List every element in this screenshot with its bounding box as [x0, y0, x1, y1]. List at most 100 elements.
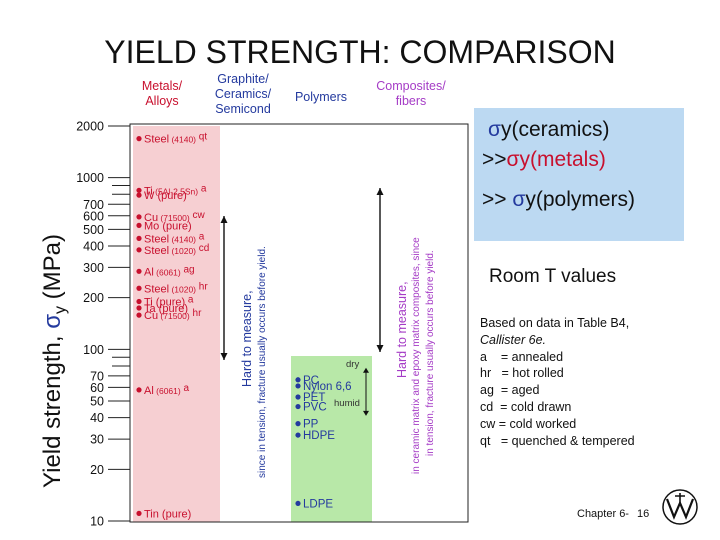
polymer-point [295, 403, 301, 410]
metals-band [133, 126, 220, 522]
y-tick-label: 10 [90, 515, 104, 529]
note-line: ag = aged [480, 383, 540, 398]
y-tick-label: 20 [90, 463, 104, 477]
page-title: YIELD STRENGTH: COMPARISON [104, 34, 616, 70]
composites-note-detail-1: in ceramic matrix and epoxy matrix compo… [411, 237, 422, 474]
polymer-point-label: HDPE [303, 430, 335, 442]
composites-note-detail-2: in tension, fracture usually occurs befo… [425, 250, 436, 456]
university-logo-icon [662, 489, 698, 525]
y-tick-label: 300 [83, 261, 104, 275]
metal-point [136, 510, 142, 516]
ceramics-arrow-head-up [220, 216, 228, 223]
metal-point [136, 305, 142, 311]
category-header: Composites/ [376, 79, 446, 93]
metal-point-label: Ti (5Al-2.5Sn) a [144, 183, 207, 197]
y-tick-label: 200 [83, 291, 104, 305]
polymer-point-label: PVC [303, 402, 327, 414]
polymer-point [295, 383, 301, 389]
ceramics-note-title: Hard to measure, [240, 290, 254, 387]
ceramics-note-detail: since in tension, fracture usually occur… [257, 246, 268, 478]
note-line: Callister 6e. [480, 332, 546, 347]
y-tick-label: 60 [90, 381, 104, 395]
metal-point-label: Mo (pure) [144, 220, 192, 232]
range-arrow-up [363, 367, 369, 373]
metal-point-label: W (pure) [144, 190, 187, 202]
metal-point-label: Ti (pure) a [144, 295, 194, 309]
y-tick-label: 70 [90, 369, 104, 383]
metal-point [136, 214, 142, 220]
category-header: Alloys [145, 94, 178, 108]
metal-point [136, 136, 142, 142]
polymer-point-label: PET [303, 392, 325, 404]
metal-point [136, 387, 142, 393]
polymer-point [295, 500, 301, 507]
metal-point [136, 285, 142, 291]
y-tick-label: 700 [83, 198, 104, 212]
polymer-point-label: PC [303, 375, 319, 387]
y-tick-label: 400 [83, 239, 104, 253]
polymer-point [295, 394, 301, 400]
polymer-point [295, 421, 301, 427]
category-header: Polymers [295, 90, 347, 104]
y-tick-label: 600 [83, 209, 104, 223]
category-header: Graphite/ [217, 72, 269, 86]
polymer-point [295, 377, 301, 383]
metal-point-label: Tin (pure) [144, 508, 191, 520]
ceramics-arrow-head-down [220, 353, 228, 360]
polymer-point [295, 432, 301, 438]
composites-note-title: Hard to measure, [395, 281, 409, 378]
note-line: hr = hot rolled [480, 366, 564, 381]
metal-point-label: Al (6061) ag [144, 264, 195, 278]
y-tick-label: 100 [83, 343, 104, 357]
sigma-line-metals: >>σy(metals) [482, 148, 606, 171]
metal-point [136, 187, 142, 193]
chapter-footer: Chapter 6- 16 [577, 508, 650, 520]
metal-point-label: Steel (4140) a [144, 231, 205, 245]
metal-point-label: Steel (1020) hr [144, 281, 208, 295]
abbreviation-notes: Based on data in Table B4, Callister 6e.… [480, 315, 635, 449]
metal-point [136, 298, 142, 305]
y-tick-label: 30 [90, 433, 104, 447]
category-header: Metals/ [142, 79, 183, 93]
plot-frame [129, 123, 469, 523]
composites-arrow-head-down [376, 345, 384, 352]
sigma-line-polymers: >> σy(polymers) [482, 188, 636, 211]
note-line: Based on data in Table B4, [480, 316, 630, 330]
humid-label: humid [334, 398, 360, 409]
dry-label: dry [346, 359, 359, 370]
room-temperature-label: Room T values [489, 266, 617, 287]
sigma-line-ceramics: σy(ceramics) [488, 118, 610, 141]
y-tick-label: 2000 [76, 120, 104, 134]
composites-arrow-head-up [376, 188, 384, 195]
category-header: Semicond [215, 102, 271, 116]
sigma-comparison-box: σy(ceramics) >>σy(metals) >> σy(polymers… [474, 108, 684, 241]
y-tick-label: 500 [83, 223, 104, 237]
metal-point-label: Cu (71500) hr [144, 308, 202, 322]
metal-point-label: Cu (71500) cw [144, 210, 206, 224]
metal-point [136, 235, 142, 241]
metal-point [136, 268, 142, 274]
polymer-point-label: Nylon 6,6 [303, 381, 352, 393]
note-line: a = annealed [480, 349, 564, 364]
y-tick-label: 1000 [76, 171, 104, 185]
metal-point-label: Steel (4140) qt [144, 132, 207, 146]
metal-point [136, 312, 142, 318]
polymers-band [291, 356, 372, 522]
polymer-point-label: LDPE [303, 498, 333, 510]
metal-point-label: Al (6061) a [144, 383, 189, 397]
metal-point [136, 192, 142, 198]
category-header: fibers [396, 94, 427, 108]
metal-point-label: Ta (pure) [144, 303, 188, 315]
range-arrow-down [363, 410, 369, 416]
metal-point [136, 247, 142, 253]
note-line: qt = quenched & tempered [480, 433, 635, 448]
category-header: Ceramics/ [215, 87, 272, 101]
polymer-point-label: PP [303, 419, 319, 431]
y-axis-label: Yield strength, σy (MPa) [39, 234, 69, 488]
y-tick-label: 50 [90, 395, 104, 409]
note-line: cd = cold drawn [480, 399, 572, 414]
note-line: cw = cold worked [480, 416, 577, 431]
metal-point [136, 222, 142, 228]
metal-point-label: Steel (1020) cd [144, 243, 209, 257]
